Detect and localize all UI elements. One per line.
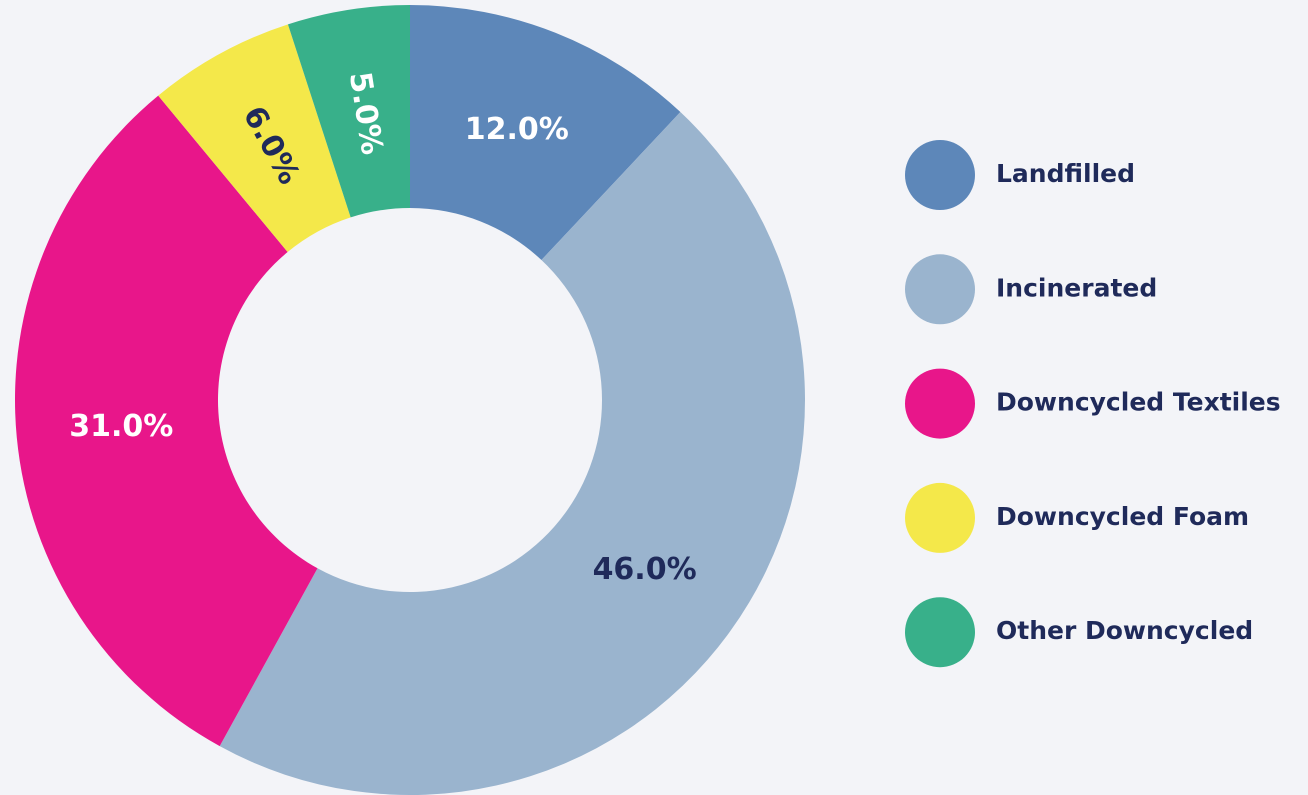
legend-swatch xyxy=(905,368,975,439)
slice xyxy=(219,112,806,795)
slice xyxy=(410,5,681,261)
legend-swatch xyxy=(905,597,975,668)
slice-label: 46.0% xyxy=(593,552,697,587)
slice-label: 12.0% xyxy=(465,112,569,147)
legend-text: Landfilled xyxy=(996,159,1135,188)
legend-swatch xyxy=(905,140,975,210)
legend-text: Downcycled Foam xyxy=(996,502,1249,531)
legend-text: Other Downcycled xyxy=(996,616,1253,645)
legend-swatch xyxy=(905,482,975,553)
legend-swatch xyxy=(905,254,975,325)
legend-text: Downcycled Textiles xyxy=(996,388,1281,417)
slice-label: 31.0% xyxy=(69,409,173,444)
slice xyxy=(158,24,351,253)
slice xyxy=(287,5,410,218)
legend-text: Incinerated xyxy=(996,273,1157,302)
slice xyxy=(15,95,318,747)
